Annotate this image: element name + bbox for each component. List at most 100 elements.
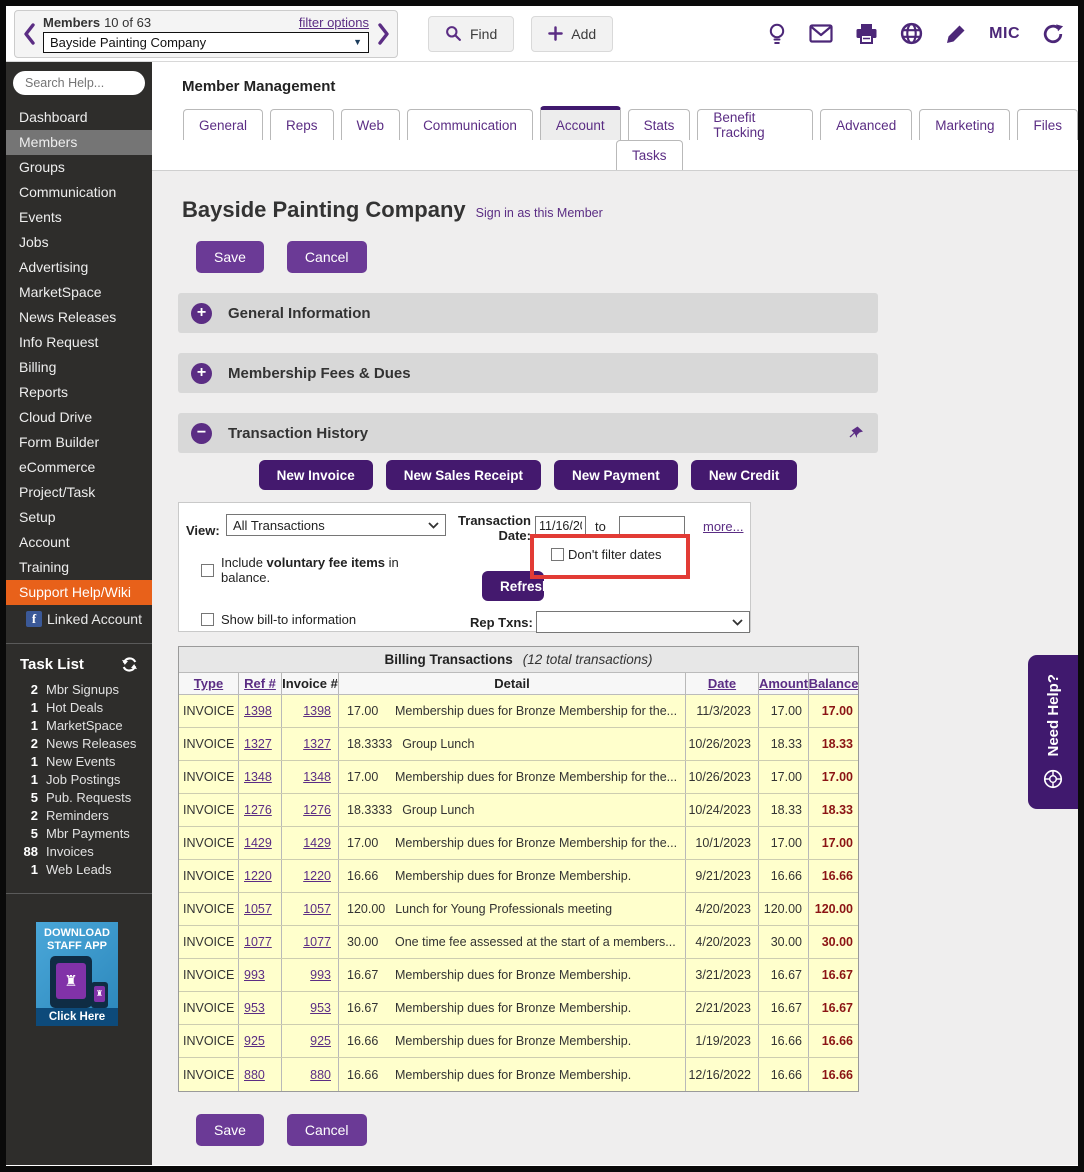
sidebar-item[interactable]: Setup [6, 505, 152, 530]
expand-plus-icon[interactable]: + [191, 302, 212, 324]
rep-txns-select[interactable] [536, 611, 750, 633]
tab[interactable]: Reps [270, 109, 334, 140]
task-list-item[interactable]: 5 Mbr Payments [6, 825, 152, 843]
refresh-icon[interactable] [1042, 23, 1064, 45]
tab[interactable]: Benefit Tracking [697, 109, 814, 140]
ref-number-link[interactable]: 1220 [244, 869, 272, 883]
invoice-number-link[interactable]: 925 [310, 1034, 331, 1048]
more-link[interactable]: more... [703, 519, 744, 534]
task-list-item[interactable]: 2 Reminders [6, 807, 152, 825]
col-amount[interactable]: Amount [759, 676, 809, 691]
previous-member-button[interactable] [21, 21, 37, 47]
cancel-button-bottom[interactable]: Cancel [286, 1114, 367, 1146]
sidebar-item[interactable]: Events [6, 205, 152, 230]
sidebar-item[interactable]: Reports [6, 380, 152, 405]
next-member-button[interactable] [375, 21, 391, 47]
ref-number-link[interactable]: 1276 [244, 803, 272, 817]
tab[interactable]: Marketing [919, 109, 1011, 140]
invoice-number-link[interactable]: 1398 [303, 704, 331, 718]
sidebar-item[interactable]: Project/Task [6, 480, 152, 505]
invoice-number-link[interactable]: 880 [310, 1067, 331, 1082]
sidebar-item[interactable]: eCommerce [6, 455, 152, 480]
sidebar-item[interactable]: Dashboard [6, 105, 152, 130]
pin-icon[interactable] [849, 426, 864, 440]
add-button[interactable]: Add [531, 15, 614, 52]
task-list-item[interactable]: 1 New Events [6, 753, 152, 771]
transaction-action-button[interactable]: New Credit [690, 460, 798, 490]
col-date[interactable]: Date [707, 676, 737, 691]
task-list-item[interactable]: 1 Hot Deals [6, 699, 152, 717]
show-billto-checkbox[interactable] [201, 613, 214, 626]
invoice-number-link[interactable]: 953 [310, 1001, 331, 1015]
member-select[interactable]: Bayside Painting Company ▼ [43, 31, 369, 53]
section-transaction-history[interactable]: − Transaction History [178, 413, 878, 453]
invoice-number-link[interactable]: 1220 [303, 869, 331, 883]
ref-number-link[interactable]: 925 [244, 1034, 265, 1048]
search-help-input[interactable] [13, 71, 145, 95]
sidebar-item[interactable]: News Releases [6, 305, 152, 330]
sign-in-as-member-link[interactable]: Sign in as this Member [475, 206, 603, 220]
filter-options-link[interactable]: filter options [298, 14, 369, 30]
date-from-input[interactable] [535, 516, 586, 536]
ref-number-link[interactable]: 1327 [244, 737, 272, 751]
ref-number-link[interactable]: 1057 [244, 902, 272, 916]
sidebar-item[interactable]: Jobs [6, 230, 152, 255]
sidebar-item[interactable]: Groups [6, 155, 152, 180]
invoice-number-link[interactable]: 1276 [303, 803, 331, 817]
sidebar-item[interactable]: Training [6, 555, 152, 580]
tab-tasks[interactable]: Tasks [616, 140, 683, 170]
dont-filter-dates-checkbox[interactable] [551, 548, 564, 561]
sidebar-item-linked-account[interactable]: f Linked Account [6, 605, 152, 633]
ref-number-link[interactable]: 880 [244, 1067, 265, 1082]
invoice-number-link[interactable]: 1077 [303, 935, 331, 949]
invoice-number-link[interactable]: 1327 [303, 737, 331, 751]
task-list-item[interactable]: 1 Job Postings [6, 771, 152, 789]
staff-app-banner[interactable]: DOWNLOAD STAFF APP ♜ ♜ Click Here [36, 922, 118, 1026]
ref-number-link[interactable]: 1398 [244, 704, 272, 718]
cancel-button[interactable]: Cancel [286, 241, 367, 273]
save-button[interactable]: Save [196, 241, 264, 273]
find-button[interactable]: Find [428, 15, 515, 52]
staff-app-cta[interactable]: Click Here [36, 1008, 118, 1026]
col-type[interactable]: Type [193, 676, 224, 691]
tab[interactable]: General [183, 109, 264, 140]
ref-number-link[interactable]: 1077 [244, 935, 272, 949]
collapse-minus-icon[interactable]: − [191, 422, 212, 444]
save-button-bottom[interactable]: Save [196, 1114, 264, 1146]
transaction-action-button[interactable]: New Payment [554, 460, 678, 490]
mic-link[interactable]: MIC [989, 24, 1020, 42]
ref-number-link[interactable]: 1429 [244, 836, 272, 850]
sidebar-item[interactable]: Members [6, 130, 152, 155]
need-help-button[interactable]: Need Help? [1028, 655, 1078, 809]
tab[interactable]: Advanced [820, 109, 913, 140]
tab[interactable]: Stats [627, 109, 691, 140]
email-icon[interactable] [809, 24, 833, 43]
sidebar-item[interactable]: MarketSpace [6, 280, 152, 305]
sidebar-item[interactable]: Form Builder [6, 430, 152, 455]
task-list-item[interactable]: 2 News Releases [6, 735, 152, 753]
task-list-item[interactable]: 88 Invoices [6, 843, 152, 861]
edit-pencil-icon[interactable] [945, 23, 967, 45]
task-list-refresh-icon[interactable] [121, 656, 138, 673]
tab[interactable]: Communication [407, 109, 533, 140]
invoice-number-link[interactable]: 1057 [303, 902, 331, 916]
tips-lightbulb-icon[interactable] [767, 22, 787, 46]
section-membership-fees[interactable]: + Membership Fees & Dues [178, 353, 878, 393]
ref-number-link[interactable]: 1348 [244, 770, 272, 784]
expand-plus-icon[interactable]: + [191, 362, 212, 384]
transaction-action-button[interactable]: New Invoice [258, 460, 373, 490]
sidebar-item[interactable]: Cloud Drive [6, 405, 152, 430]
transaction-action-button[interactable]: New Sales Receipt [385, 460, 542, 490]
view-select[interactable]: All Transactions [226, 514, 446, 536]
sidebar-item[interactable]: Advertising [6, 255, 152, 280]
tab[interactable]: Files [1017, 109, 1078, 140]
col-ref[interactable]: Ref # [244, 676, 276, 691]
col-balance[interactable]: Balance [809, 676, 858, 691]
section-general-information[interactable]: + General Information [178, 293, 878, 333]
sidebar-item[interactable]: Billing [6, 355, 152, 380]
invoice-number-link[interactable]: 993 [310, 968, 331, 982]
task-list-item[interactable]: 5 Pub. Requests [6, 789, 152, 807]
print-icon[interactable] [855, 23, 878, 45]
invoice-number-link[interactable]: 1348 [303, 770, 331, 784]
include-voluntary-checkbox[interactable] [201, 564, 214, 577]
